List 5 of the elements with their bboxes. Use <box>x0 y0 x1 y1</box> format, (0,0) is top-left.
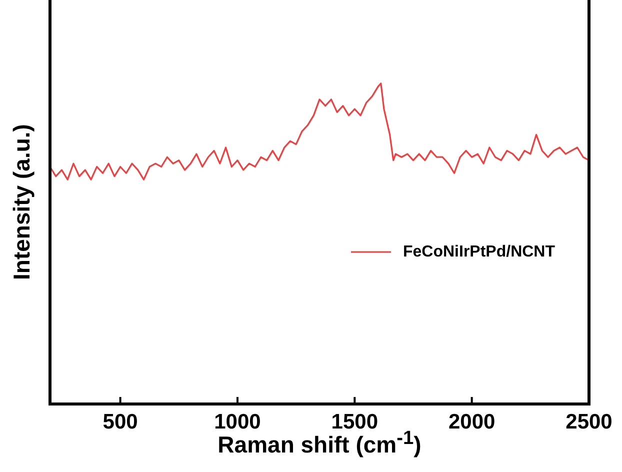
y-axis-title: Intensity (a.u.) <box>8 124 36 280</box>
x-tick-label: 2500 <box>566 410 612 434</box>
x-tick-label: 500 <box>102 410 138 434</box>
legend-label: FeCoNiIrPtPd/NCNT <box>403 243 556 260</box>
x-tick-label: 2000 <box>448 410 496 434</box>
